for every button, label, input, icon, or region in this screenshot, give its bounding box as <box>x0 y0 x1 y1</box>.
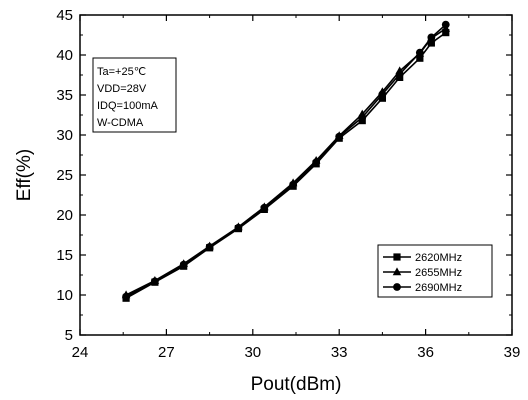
series-layer <box>121 20 451 302</box>
y-tick-label: 30 <box>56 127 73 144</box>
legend-entry: 2655MHz <box>383 267 462 279</box>
data-point-square <box>378 94 386 102</box>
legend: 2620MHz 2655MHz 2690MHz <box>377 244 493 298</box>
data-point-circle <box>289 180 298 189</box>
legend-label: 2620MHz <box>415 252 462 264</box>
data-point-square <box>416 54 424 62</box>
x-tick-label: 27 <box>158 344 175 361</box>
condition-vdd: VDD=28V <box>97 83 147 95</box>
data-point-circle <box>441 20 450 29</box>
data-point-square <box>442 29 450 37</box>
series-circle <box>122 20 450 301</box>
y-tick-label: 25 <box>56 167 73 184</box>
data-point-circle <box>335 132 344 141</box>
x-tick-label: 36 <box>417 344 434 361</box>
data-point-square <box>427 39 435 47</box>
condition-signal: W-CDMA <box>97 117 144 129</box>
data-point-circle <box>427 33 436 42</box>
y-tick-label: 5 <box>65 327 73 344</box>
x-tick-label: 33 <box>331 344 348 361</box>
legend-label: 2690MHz <box>415 282 462 294</box>
data-point-circle <box>150 277 159 286</box>
data-point-circle <box>312 158 321 167</box>
legend-marker-triangle <box>392 267 402 276</box>
data-point-circle <box>395 70 404 79</box>
x-tick-label: 39 <box>504 344 521 361</box>
y-tick-label: 35 <box>56 87 73 104</box>
data-point-circle <box>205 243 214 251</box>
data-point-circle <box>415 48 424 57</box>
y-tick-label: 45 <box>56 7 73 24</box>
data-point-circle <box>378 90 387 99</box>
legend-marker-circle <box>393 283 401 291</box>
condition-temperature: Ta=+25℃ <box>97 66 146 78</box>
y-tick-label: 10 <box>56 287 73 304</box>
legend-label: 2655MHz <box>415 267 462 279</box>
x-tick-label: 24 <box>72 344 89 361</box>
conditions-box: Ta=+25℃ VDD=28V IDQ=100mA W-CDMA <box>92 57 177 133</box>
x-tick-label: 30 <box>244 344 261 361</box>
axis-ticks <box>79 14 513 336</box>
y-axis-title: Eff(%) <box>14 149 35 201</box>
data-point-circle <box>260 203 269 212</box>
condition-idq: IDQ=100mA <box>97 100 158 112</box>
y-tick-label: 40 <box>56 47 73 64</box>
data-point-circle <box>358 113 367 122</box>
data-point-circle <box>234 223 243 232</box>
y-tick-label: 20 <box>56 207 73 224</box>
legend-entry: 2690MHz <box>383 282 462 294</box>
legend-marker-square <box>393 253 401 261</box>
y-tick-label: 15 <box>56 247 73 264</box>
legend-entry: 2620MHz <box>383 252 462 264</box>
x-axis-title: Pout(dBm) <box>251 374 342 395</box>
axis-tick-labels: 24 27 30 33 36 39 5 10 15 20 25 30 35 40 45 <box>56 7 520 361</box>
data-point-circle <box>122 292 130 301</box>
data-point-circle <box>179 260 188 269</box>
